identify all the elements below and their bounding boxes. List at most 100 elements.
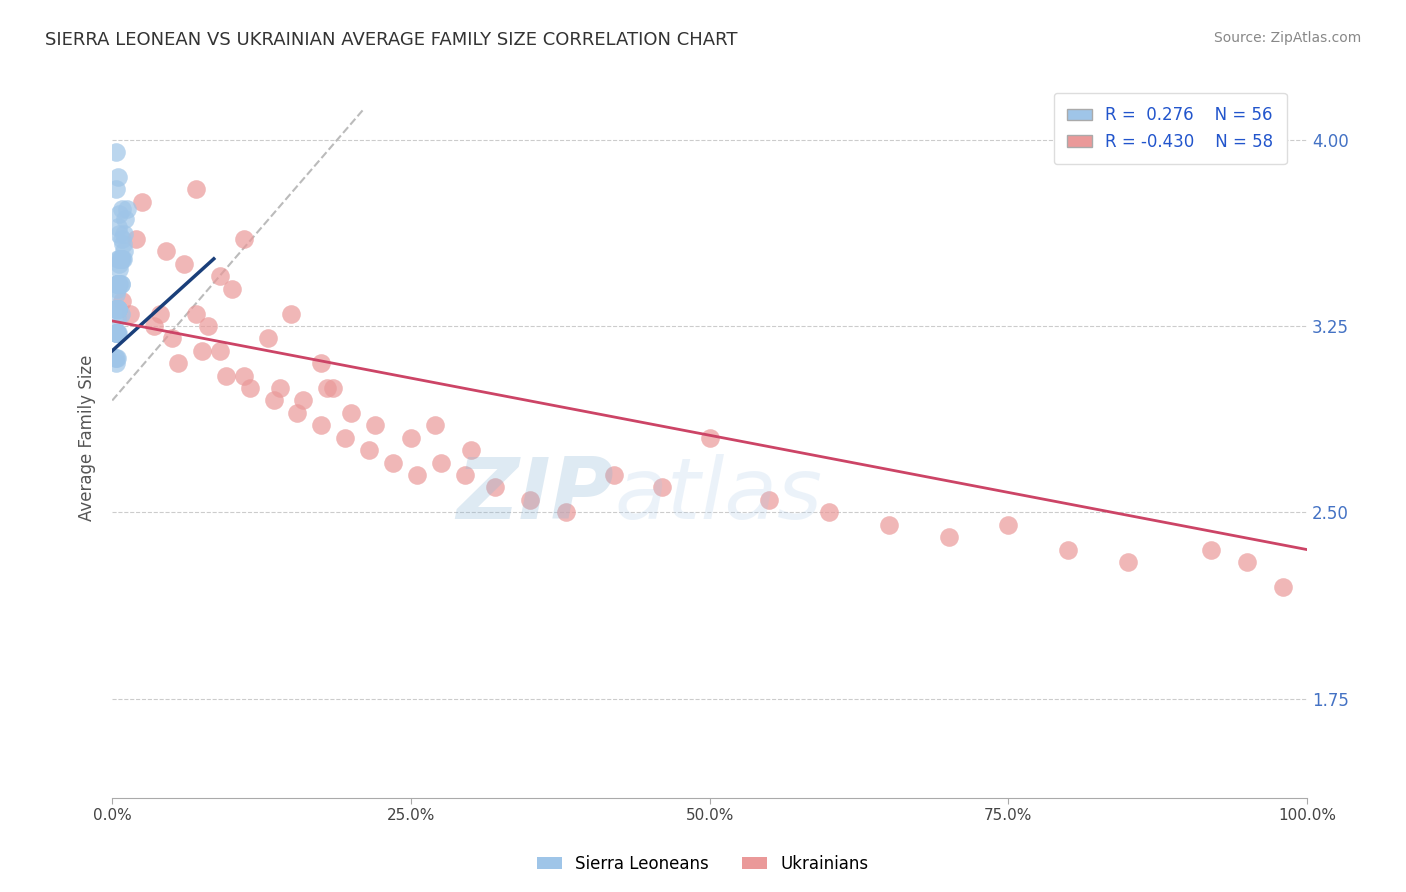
Text: SIERRA LEONEAN VS UKRAINIAN AVERAGE FAMILY SIZE CORRELATION CHART: SIERRA LEONEAN VS UKRAINIAN AVERAGE FAMI… [45,31,738,49]
Point [104,326,127,341]
Point [107,301,129,316]
Point [155,244,177,259]
Point [104,326,127,341]
Point [105,301,128,316]
Point [406,468,429,483]
Point [430,456,453,470]
Point [105,277,128,291]
Point [232,232,254,246]
Point [105,326,128,341]
Point [519,492,541,507]
Point [107,219,129,234]
Point [112,244,135,259]
Legend: Sierra Leoneans, Ukrainians: Sierra Leoneans, Ukrainians [530,848,876,880]
Point [125,232,148,246]
Y-axis label: Average Family Size: Average Family Size [79,354,96,521]
Point [484,480,506,494]
Point [108,257,131,271]
Point [316,381,339,395]
Point [107,277,129,291]
Point [111,236,134,251]
Point [423,418,446,433]
Point [311,418,333,433]
Point [232,368,254,383]
Point [340,406,363,420]
Point [105,301,128,316]
Point [208,343,231,358]
Point [104,351,127,366]
Point [111,294,134,309]
Point [108,277,131,291]
Point [399,431,422,445]
Point [215,368,238,383]
Point [108,261,131,276]
Point [108,207,131,221]
Point [197,318,219,333]
Point [105,326,128,341]
Point [335,431,357,445]
Point [1272,580,1295,594]
Point [107,301,129,316]
Point [104,182,127,196]
Point [110,277,132,291]
Point [555,505,578,519]
Point [460,443,482,458]
Point [877,517,900,532]
Point [104,326,127,341]
Point [104,326,127,341]
Point [191,343,214,358]
Point [280,306,302,320]
Point [107,277,129,291]
Point [1057,542,1080,557]
Text: Source: ZipAtlas.com: Source: ZipAtlas.com [1213,31,1361,45]
Point [114,212,136,227]
Point [287,406,309,420]
Point [239,381,262,395]
Point [221,282,243,296]
Point [104,351,127,366]
Point [149,306,172,320]
Point [111,252,134,266]
Point [184,182,207,196]
Point [131,194,153,209]
Point [108,227,131,241]
Point [107,301,129,316]
Point [104,301,127,316]
Point [107,169,129,184]
Point [382,456,405,470]
Point [104,356,127,370]
Point [359,443,381,458]
Text: ZIP: ZIP [457,454,614,537]
Point [997,517,1019,532]
Point [758,492,780,507]
Point [1116,555,1139,569]
Point [105,282,128,296]
Point [110,306,132,320]
Point [311,356,333,370]
Point [208,269,231,284]
Point [603,468,626,483]
Point [454,468,477,483]
Point [112,227,135,241]
Point [105,326,128,341]
Point [104,286,127,301]
Point [143,318,166,333]
Point [105,351,128,366]
Point [107,277,129,291]
Point [173,257,195,271]
Point [364,418,387,433]
Point [111,252,134,266]
Point [115,202,138,216]
Point [167,356,190,370]
Point [651,480,673,494]
Point [263,393,285,408]
Point [269,381,291,395]
Point [699,431,721,445]
Text: atlas: atlas [614,454,823,537]
Point [107,326,129,341]
Point [104,301,127,316]
Point [104,145,127,159]
Point [938,530,960,544]
Point [256,331,278,345]
Point [1201,542,1223,557]
